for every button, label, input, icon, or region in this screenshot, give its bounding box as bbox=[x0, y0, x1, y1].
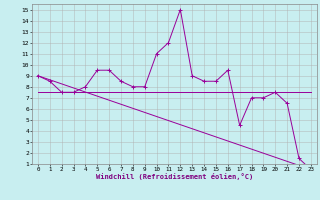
X-axis label: Windchill (Refroidissement éolien,°C): Windchill (Refroidissement éolien,°C) bbox=[96, 173, 253, 180]
